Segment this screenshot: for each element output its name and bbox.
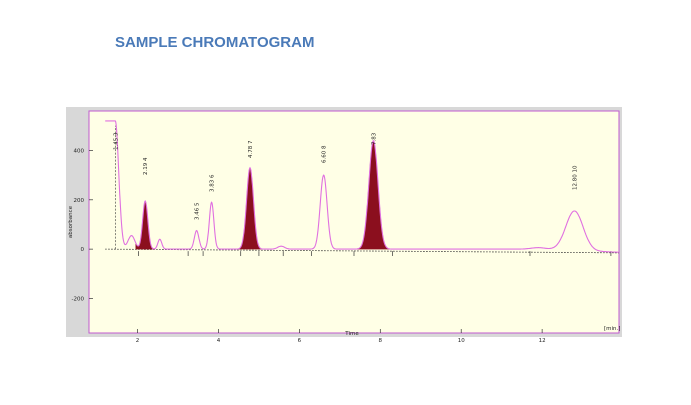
- y-tick-label-3: 200: [74, 198, 85, 204]
- x-tick-label-2: 4: [217, 338, 221, 344]
- peak-label-4: 3.83 6: [210, 174, 216, 192]
- x-tick-label-1: 2: [136, 338, 140, 344]
- plot-background: [88, 110, 620, 334]
- x-tick-label-4: 8: [379, 338, 383, 344]
- y-tick-label-2: 0: [81, 247, 85, 253]
- peak-label-layer: 1.45 3 2.19 4 3.46 5 3.83 6 4.78 7 6.60 8 7.83…: [113, 132, 578, 220]
- page-title: SAMPLE CHROMATOGRAM: [115, 34, 315, 51]
- y-axis-title: absorbance: [68, 205, 74, 238]
- x-tick-label-5: 10: [458, 338, 465, 344]
- y-tick-label-4: 400: [74, 148, 85, 154]
- peak-label-6: 6.60 8: [322, 145, 328, 163]
- peak-label-8: 12.80 10: [572, 165, 578, 190]
- x-unit-label: [min.]: [604, 326, 620, 332]
- chromatogram-trace: [105, 120, 620, 253]
- x-tick-label-6: 12: [539, 338, 546, 344]
- peak-label-7: 7.83: [371, 132, 377, 145]
- x-axis-title: Time: [344, 331, 359, 337]
- x-tick-label-3: 6: [298, 338, 302, 344]
- peak-label-1: 1.45 3: [113, 132, 119, 150]
- y-tick-label-1: -200: [72, 296, 85, 302]
- peak-label-2: 2.19 4: [143, 157, 149, 175]
- peak-label-3: 3.46 5: [195, 202, 201, 220]
- plot-area: [66, 107, 622, 337]
- axis-layer: -200 0 200 400 2 4 6 8 10 12: [72, 148, 546, 344]
- peak-label-5: 4.78 7: [248, 140, 254, 158]
- trace-layer: [105, 120, 620, 253]
